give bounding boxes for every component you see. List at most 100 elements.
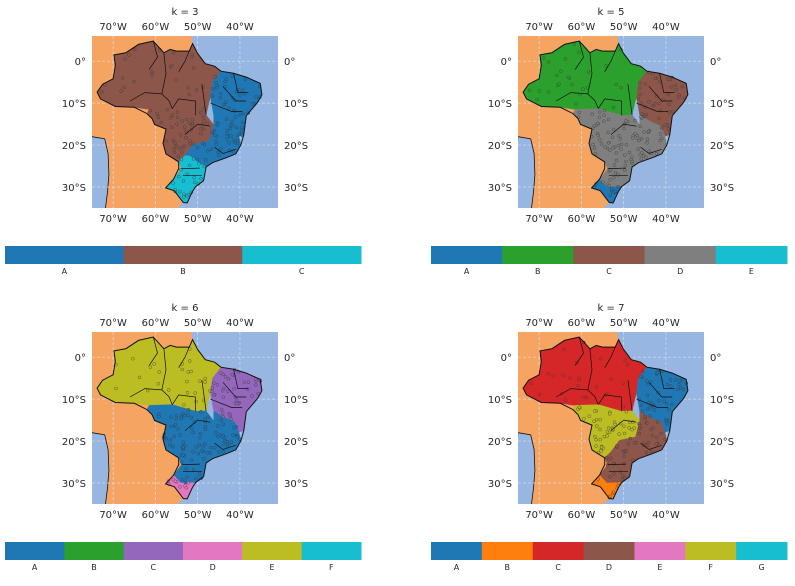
station-marker <box>197 162 201 166</box>
station-marker <box>150 73 154 77</box>
station-marker <box>570 83 574 87</box>
lat-tick-left: 10°S <box>488 395 512 406</box>
station-marker <box>186 481 191 485</box>
station-marker <box>616 143 621 148</box>
station-marker <box>222 442 226 446</box>
station-marker <box>602 434 607 439</box>
station-marker <box>606 130 610 135</box>
station-marker <box>198 431 203 436</box>
station-marker <box>650 433 655 438</box>
station-marker <box>613 171 618 175</box>
station-marker <box>156 115 161 120</box>
station-marker <box>169 116 173 120</box>
legend-swatch <box>64 542 125 560</box>
station-marker <box>660 136 664 141</box>
station-marker <box>131 357 135 361</box>
country-outline <box>96 336 263 500</box>
station-marker <box>194 88 199 92</box>
station-marker <box>546 60 551 64</box>
station-marker <box>577 405 581 409</box>
country-outline <box>96 40 263 204</box>
lat-tick-right: 10°S <box>284 395 308 406</box>
station-marker <box>631 136 635 140</box>
station-marker <box>180 460 184 464</box>
station-marker <box>644 155 648 159</box>
station-marker <box>646 382 650 386</box>
station-marker <box>206 415 210 419</box>
station-marker <box>168 443 172 447</box>
station-marker <box>214 142 218 146</box>
station-marker <box>608 178 612 182</box>
station-marker <box>197 472 202 476</box>
lon-tick-top: 40°W <box>226 318 254 329</box>
station-marker <box>640 112 644 116</box>
station-marker <box>644 450 649 455</box>
legend-swatch <box>502 246 574 264</box>
legend-label: C <box>555 563 561 572</box>
station-marker <box>546 90 551 94</box>
station-marker <box>194 399 198 404</box>
station-marker <box>605 146 610 151</box>
station-marker <box>616 185 620 189</box>
station-marker <box>241 88 245 92</box>
station-marker <box>227 141 231 145</box>
station-marker <box>194 445 198 449</box>
station-marker <box>214 431 218 435</box>
lat-tick-left: 10°S <box>62 99 86 110</box>
station-marker <box>133 47 137 52</box>
station-marker <box>164 139 168 143</box>
station-marker <box>624 119 628 123</box>
lon-tick-bottom: 40°W <box>652 214 680 225</box>
station-marker <box>221 450 225 454</box>
station-marker <box>602 113 606 117</box>
station-marker <box>231 433 235 437</box>
panel-title: k = 5 <box>598 7 625 18</box>
legend-swatch <box>532 542 585 560</box>
station-marker <box>647 149 651 153</box>
legend-label: F <box>329 563 334 572</box>
station-marker <box>542 56 546 60</box>
station-marker <box>225 128 229 133</box>
station-marker <box>598 418 602 422</box>
station-marker <box>223 375 228 379</box>
station-marker <box>184 486 188 490</box>
station-marker <box>203 425 208 429</box>
station-marker <box>673 83 678 88</box>
station-marker <box>641 409 645 413</box>
station-marker <box>181 445 185 449</box>
station-marker <box>199 110 203 115</box>
station-marker <box>148 365 152 369</box>
station-marker <box>674 378 678 382</box>
station-marker <box>563 398 568 402</box>
station-marker <box>602 119 606 123</box>
legend-swatch <box>431 246 503 264</box>
station-marker <box>176 427 180 431</box>
station-marker <box>201 85 205 90</box>
station-marker <box>645 393 650 397</box>
lon-tick-top: 50°W <box>184 318 212 329</box>
lat-tick-right: 20°S <box>284 141 308 152</box>
station-marker <box>176 115 180 119</box>
station-marker <box>652 102 657 106</box>
station-marker <box>663 123 667 127</box>
station-marker <box>186 413 190 417</box>
station-marker <box>613 189 618 193</box>
station-marker <box>192 420 197 424</box>
station-marker <box>210 130 214 135</box>
station-marker <box>198 436 202 440</box>
station-marker <box>165 107 170 112</box>
station-marker <box>183 480 188 485</box>
station-marker <box>651 426 655 430</box>
station-marker <box>168 438 173 442</box>
station-marker <box>665 402 669 406</box>
station-marker <box>218 433 222 437</box>
panel-title: k = 6 <box>172 303 199 314</box>
station-marker <box>609 187 614 191</box>
station-marker <box>211 86 215 91</box>
lat-tick-left: 30°S <box>62 479 86 490</box>
station-marker <box>225 440 230 444</box>
station-marker <box>594 438 598 442</box>
lat-tick-left: 10°S <box>62 395 86 406</box>
station-marker <box>648 380 653 384</box>
station-marker <box>572 42 576 46</box>
